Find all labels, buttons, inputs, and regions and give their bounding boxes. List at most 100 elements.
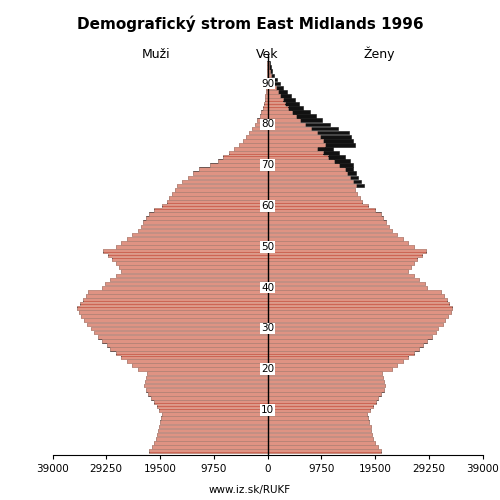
Bar bbox=[160, 408, 268, 412]
Bar bbox=[170, 196, 268, 200]
Bar bbox=[305, 122, 330, 126]
Bar bbox=[268, 339, 428, 342]
Bar bbox=[268, 302, 450, 306]
Bar bbox=[268, 114, 295, 118]
Bar bbox=[268, 139, 322, 142]
Bar bbox=[149, 212, 268, 216]
Bar bbox=[102, 339, 268, 342]
Bar bbox=[84, 318, 268, 322]
Bar bbox=[268, 388, 384, 392]
Bar bbox=[328, 155, 344, 159]
Bar bbox=[268, 437, 374, 440]
Bar bbox=[268, 257, 418, 261]
Bar bbox=[103, 249, 268, 253]
Bar bbox=[320, 135, 350, 138]
Bar bbox=[268, 176, 350, 180]
Bar bbox=[268, 270, 408, 273]
Bar bbox=[176, 184, 268, 188]
Bar bbox=[122, 270, 268, 273]
Bar bbox=[268, 408, 370, 412]
Bar bbox=[268, 380, 384, 384]
Bar bbox=[172, 192, 268, 196]
Bar bbox=[317, 147, 333, 151]
Bar bbox=[146, 376, 268, 380]
Bar bbox=[268, 445, 378, 448]
Bar bbox=[270, 66, 271, 69]
Bar bbox=[162, 204, 268, 208]
Bar bbox=[268, 368, 392, 371]
Bar bbox=[132, 364, 268, 367]
Bar bbox=[268, 282, 424, 286]
Bar bbox=[112, 257, 268, 261]
Bar bbox=[292, 110, 310, 114]
Text: 80: 80 bbox=[261, 120, 274, 130]
Bar bbox=[224, 155, 268, 159]
Bar bbox=[157, 432, 268, 436]
Bar bbox=[350, 176, 358, 180]
Bar bbox=[268, 216, 384, 220]
Bar bbox=[268, 180, 353, 184]
Bar bbox=[268, 441, 375, 444]
Bar bbox=[268, 278, 419, 281]
Bar bbox=[268, 66, 270, 69]
Bar bbox=[268, 200, 362, 204]
Bar bbox=[122, 241, 268, 244]
Bar bbox=[148, 392, 268, 396]
Bar bbox=[118, 266, 268, 269]
Bar bbox=[182, 180, 268, 184]
Bar bbox=[268, 404, 373, 408]
Bar bbox=[322, 139, 353, 142]
Bar bbox=[268, 151, 322, 155]
Bar bbox=[288, 106, 304, 110]
Bar bbox=[268, 318, 445, 322]
Bar bbox=[296, 114, 316, 118]
Bar bbox=[268, 94, 280, 98]
Text: Vek: Vek bbox=[256, 48, 279, 61]
Bar bbox=[268, 351, 414, 355]
Bar bbox=[268, 294, 444, 298]
Bar bbox=[81, 314, 268, 318]
Bar bbox=[356, 184, 364, 188]
Bar bbox=[268, 164, 339, 167]
Bar bbox=[334, 159, 350, 163]
Bar bbox=[78, 306, 268, 310]
Bar bbox=[116, 274, 268, 278]
Bar bbox=[268, 335, 432, 338]
Bar bbox=[167, 200, 268, 204]
Bar bbox=[268, 241, 408, 244]
Bar bbox=[252, 126, 268, 130]
Bar bbox=[317, 130, 348, 134]
Bar bbox=[322, 151, 339, 155]
Bar bbox=[132, 232, 268, 236]
Bar bbox=[268, 196, 360, 200]
Bar bbox=[268, 232, 397, 236]
Bar bbox=[268, 310, 450, 314]
Bar bbox=[218, 159, 268, 163]
Bar bbox=[239, 143, 268, 146]
Text: 10: 10 bbox=[261, 405, 274, 415]
Bar bbox=[268, 355, 408, 359]
Bar bbox=[264, 102, 268, 106]
Bar bbox=[229, 151, 268, 155]
Bar bbox=[94, 330, 268, 334]
Bar bbox=[260, 114, 268, 118]
Bar bbox=[268, 86, 276, 90]
Bar bbox=[339, 164, 353, 167]
Bar bbox=[268, 449, 380, 453]
Bar bbox=[268, 400, 376, 404]
Text: 50: 50 bbox=[261, 242, 274, 252]
Bar bbox=[234, 147, 268, 151]
Bar bbox=[268, 262, 414, 265]
Bar bbox=[268, 188, 354, 192]
Bar bbox=[156, 404, 268, 408]
Bar bbox=[175, 188, 268, 192]
Bar bbox=[79, 310, 268, 314]
Bar bbox=[154, 441, 268, 444]
Bar bbox=[149, 449, 268, 453]
Bar bbox=[127, 237, 268, 240]
Bar bbox=[268, 110, 292, 114]
Bar bbox=[156, 437, 268, 440]
Bar bbox=[268, 143, 326, 146]
Bar bbox=[144, 384, 268, 388]
Bar bbox=[268, 376, 384, 380]
